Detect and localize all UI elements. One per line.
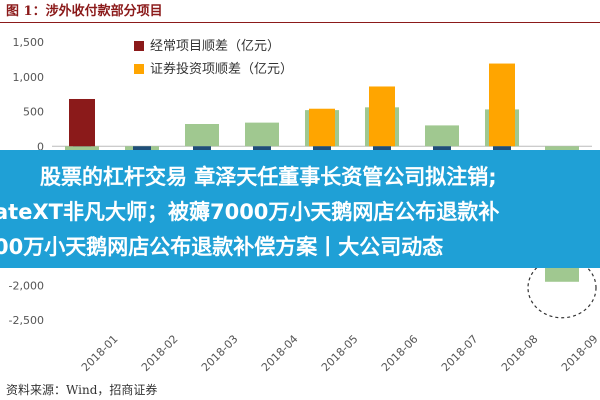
bar-securities bbox=[309, 108, 335, 147]
source-note: 资料来源：Wind，招商证券 bbox=[6, 383, 158, 397]
x-tick-label: 2018-07 bbox=[439, 332, 481, 374]
y-tick-label: 0 bbox=[37, 140, 44, 153]
bar-wide-series bbox=[65, 146, 99, 153]
overlay-banner: 股票的杠杆交易 章泽天任董事长资管公司拟注销; ateXT非凡大师；被薅7000… bbox=[0, 150, 600, 268]
bar-wide-series bbox=[245, 122, 279, 147]
y-tick-label: 500 bbox=[23, 106, 44, 119]
x-tick-label: 2018-04 bbox=[259, 332, 301, 374]
x-tick-label: 2018-09 bbox=[559, 332, 600, 374]
legend-swatch bbox=[134, 64, 144, 74]
x-tick-label: 2018-08 bbox=[499, 332, 541, 374]
y-tick-label: 1,000 bbox=[13, 71, 45, 84]
y-tick-label: -2,500 bbox=[9, 314, 44, 327]
bar-securities bbox=[489, 63, 515, 147]
overlay-line-3: 00万小天鹅网店公布退款补偿方案丨大公司动态 bbox=[0, 235, 444, 259]
x-tick-label: 2018-01 bbox=[79, 332, 121, 374]
x-tick-label: 2018-06 bbox=[379, 332, 421, 374]
legend-label: 证券投资项顺差（亿元） bbox=[150, 61, 293, 77]
y-tick-label: -2,000 bbox=[9, 279, 44, 292]
figure-title: 图 1：涉外收付款部分项目 bbox=[6, 4, 163, 19]
bar-securities bbox=[369, 86, 395, 147]
overlay-line-1: 股票的杠杆交易 章泽天任董事长资管公司拟注销; bbox=[40, 165, 497, 189]
y-tick-label: 1,500 bbox=[13, 36, 45, 49]
x-tick-label: 2018-03 bbox=[199, 332, 241, 374]
legend-swatch bbox=[134, 41, 144, 51]
x-tick-label: 2018-05 bbox=[319, 332, 361, 374]
x-tick-label: 2018-02 bbox=[139, 332, 181, 374]
bar-wide-series bbox=[185, 124, 219, 147]
overlay-line-2: ateXT非凡大师；被薅7000万小天鹅网店公布退款补 bbox=[0, 200, 500, 224]
bar-wide-series bbox=[425, 125, 459, 147]
title-divider bbox=[0, 22, 600, 23]
bar-current-account bbox=[69, 98, 95, 147]
legend-label: 经常项目顺差（亿元） bbox=[150, 39, 280, 54]
